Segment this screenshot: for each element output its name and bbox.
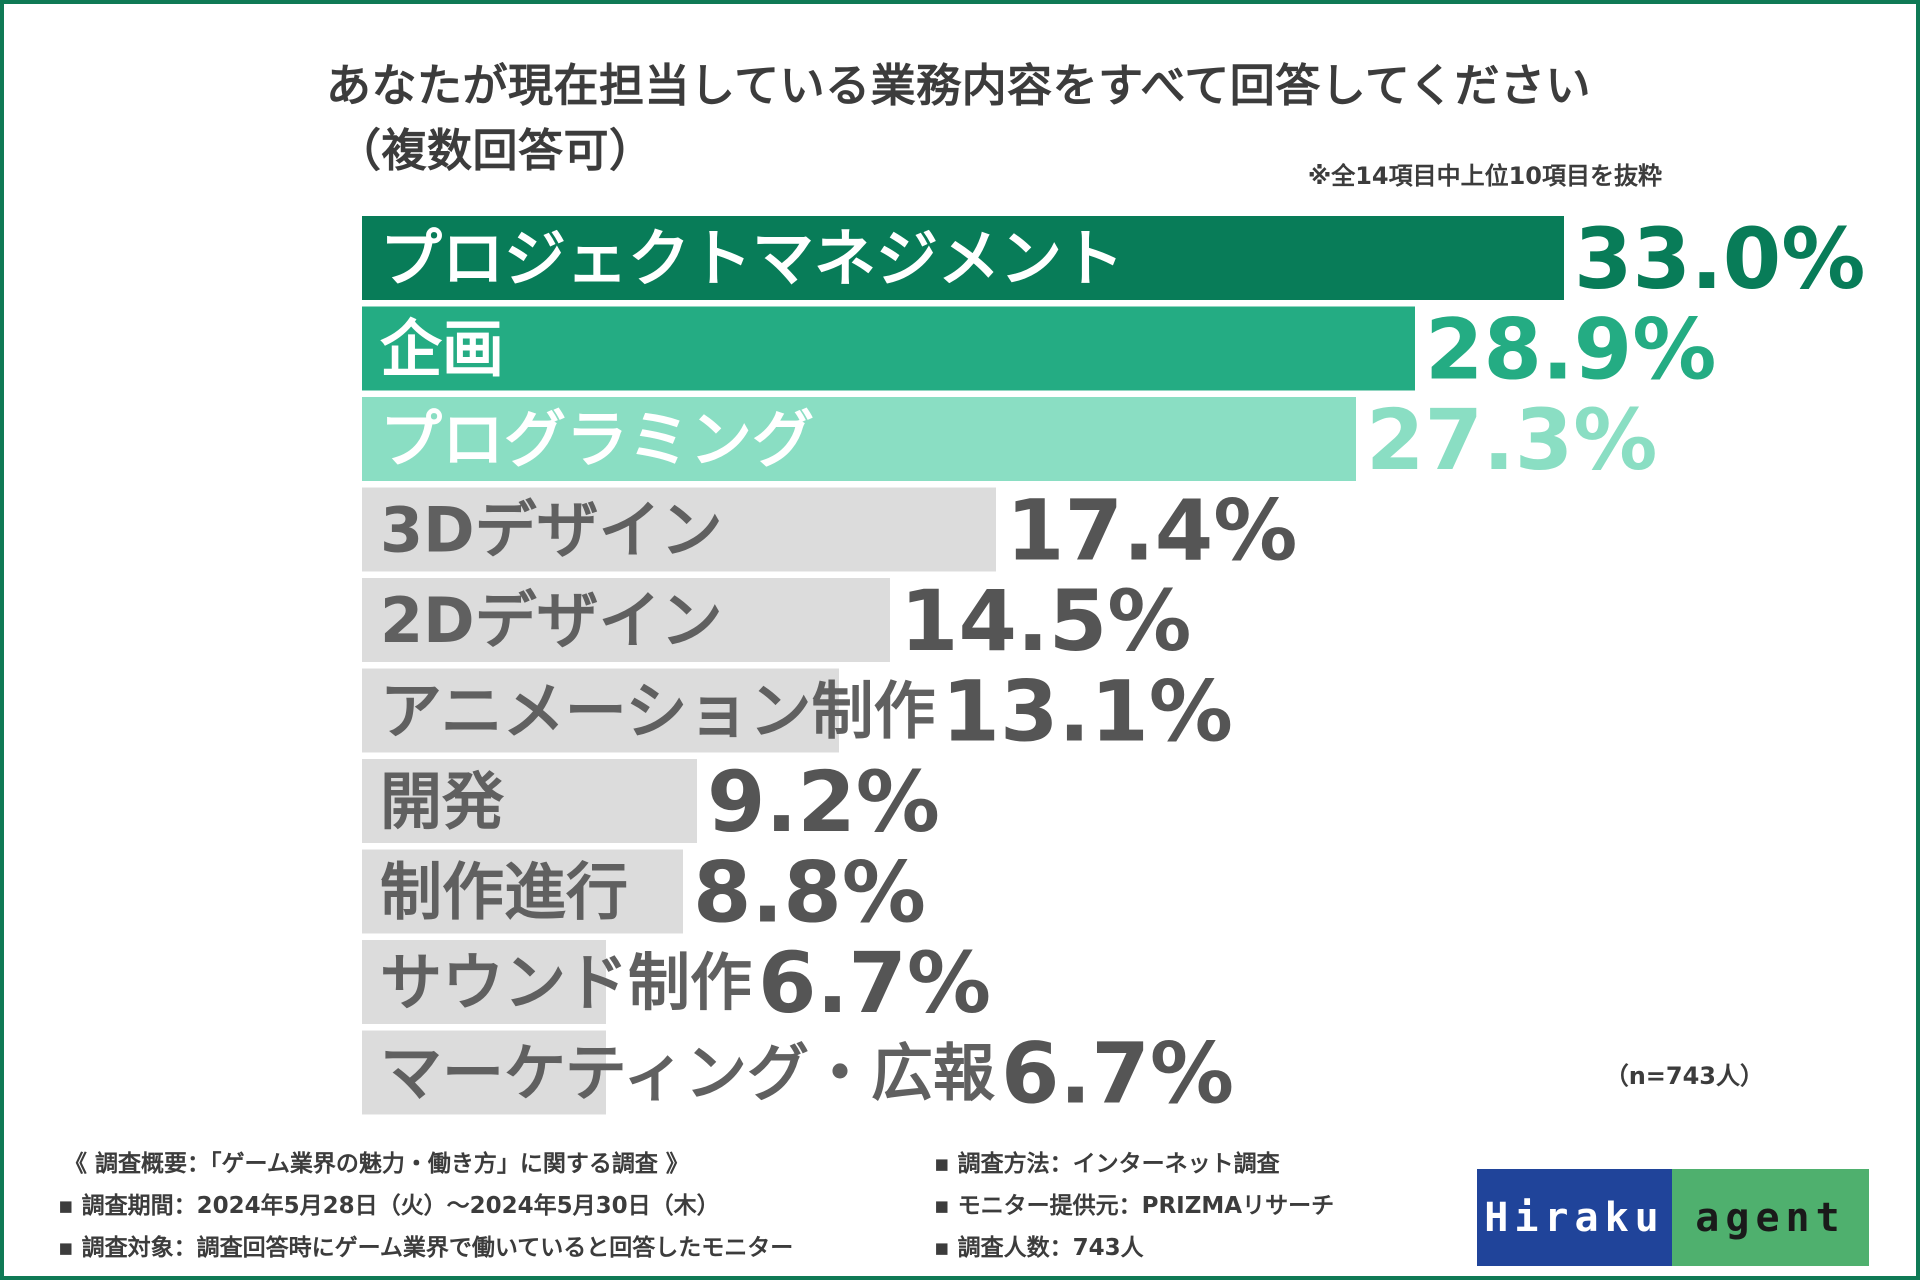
bar-0 — [362, 216, 1564, 300]
value-label-7: 8.8% — [693, 844, 926, 942]
chart-title-line1: あなたが現在担当している業務内容をすべて回答してください — [326, 59, 1592, 112]
value-label-6: 9.2% — [707, 753, 940, 851]
footer-monitor-provider: ▪ モニター提供元：PRIZMAリサーチ — [934, 1193, 1335, 1219]
footer-respondent-count: ▪ 調査人数：743人 — [934, 1235, 1144, 1261]
bar-label-8: サウンド制作 — [380, 946, 752, 1019]
bar-9 — [362, 1030, 606, 1115]
value-label-9: 6.7% — [1001, 1025, 1234, 1123]
extraction-note: ※全14項目中上位10項目を抜粋 — [1307, 162, 1662, 190]
bar-label-5: アニメーション制作 — [380, 675, 936, 748]
bar-6 — [362, 759, 697, 843]
chart-title-line2: （複数回答可） — [336, 124, 655, 177]
bar-8 — [362, 940, 606, 1024]
bar-3 — [362, 487, 996, 572]
sample-size: （n=743人） — [1604, 1062, 1764, 1090]
bar-2 — [362, 397, 1356, 481]
value-label-2: 27.3% — [1366, 391, 1657, 489]
bar-label-3: 3Dデザイン — [380, 494, 723, 567]
value-label-4: 14.5% — [900, 572, 1191, 670]
logo-hiraku: Hiraku — [1477, 1169, 1672, 1266]
bar-label-9: マーケティング・広報 — [380, 1037, 995, 1110]
footer-survey-overview: 《 調査概要：「ゲーム業界の魅力・働き方」に関する調査 》 — [64, 1151, 689, 1177]
bar-4 — [362, 578, 890, 662]
bar-5 — [362, 668, 839, 753]
footer-survey-target: ▪ 調査対象：調査回答時にゲーム業界で働いていると回答したモニター — [58, 1235, 794, 1261]
bar-label-4: 2Dデザイン — [380, 584, 723, 657]
bar-label-1: 企画 — [380, 313, 504, 386]
value-label-3: 17.4% — [1006, 482, 1297, 580]
bar-label-0: プロジェクトマネジメント — [380, 222, 1124, 295]
value-label-8: 6.7% — [758, 934, 991, 1032]
value-label-5: 13.1% — [942, 663, 1233, 761]
bar-chart: プロジェクトマネジメント 33.0% 企画 28.9% プログラミング 27.3% 3Dデザ… — [362, 210, 1865, 1123]
logo-agent: agent — [1672, 1169, 1869, 1266]
footer-survey-period: ▪ 調査期間：2024年5月28日（火）〜2024年5月30日（木） — [58, 1193, 720, 1219]
bar-label-2: プログラミング — [380, 403, 814, 476]
value-label-1: 28.9% — [1425, 301, 1716, 399]
value-label-0: 33.0% — [1574, 210, 1865, 308]
bar-1 — [362, 306, 1415, 391]
footer-survey-method: ▪ 調査方法：インターネット調査 — [934, 1151, 1280, 1177]
bar-7 — [362, 849, 683, 934]
hiraku-agent-logo: Hiraku agent — [1477, 1169, 1869, 1266]
bar-label-7: 制作進行 — [380, 856, 628, 929]
bar-label-6: 開発 — [380, 765, 505, 838]
